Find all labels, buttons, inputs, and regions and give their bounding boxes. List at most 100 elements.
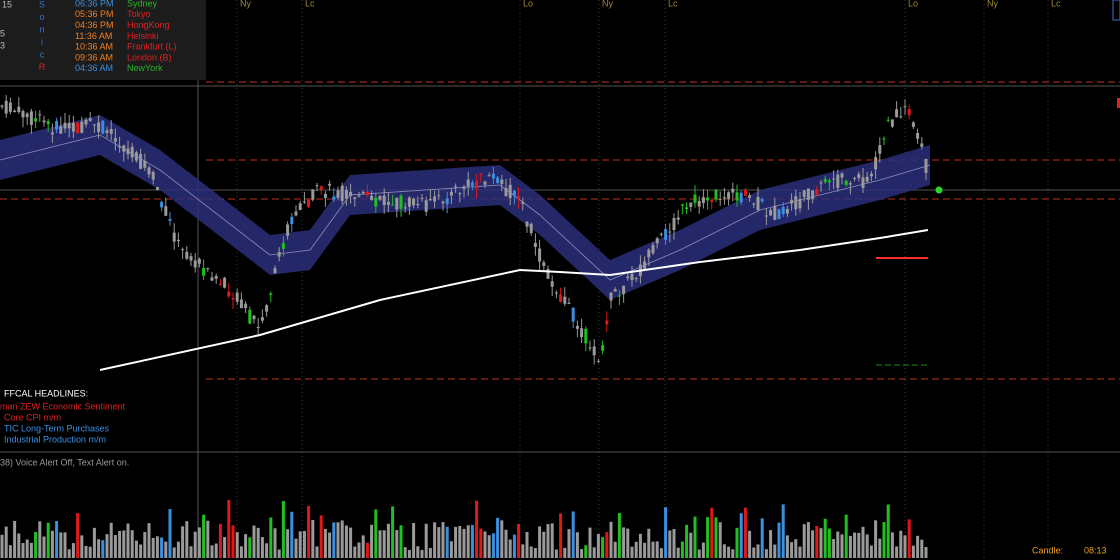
volume-bar (437, 527, 441, 558)
candle-body (756, 196, 760, 211)
candle-body (554, 292, 558, 294)
candle-body (92, 124, 96, 126)
candle-body (848, 183, 852, 185)
volume-bar (302, 530, 306, 558)
candle-body (559, 294, 563, 302)
volume-bar (13, 520, 17, 558)
candle-body (244, 303, 248, 309)
candle-body (827, 180, 831, 183)
volume-bar (21, 543, 25, 558)
candle-body (651, 244, 655, 254)
candle-body (386, 202, 390, 205)
clock-time: 09:36 AM (75, 52, 113, 62)
candle-body (449, 191, 453, 196)
volume-bar (722, 544, 726, 558)
volume-bar (260, 537, 264, 558)
volume-bar (916, 535, 920, 558)
candle-body (50, 132, 54, 135)
volume-bar (340, 520, 344, 558)
window-button[interactable] (1112, 0, 1120, 21)
volume-bar (613, 541, 617, 558)
candle-body (105, 130, 109, 133)
candle-body (227, 291, 231, 297)
candle-body (17, 106, 21, 112)
volume-bar (479, 528, 483, 558)
volume-bar (445, 526, 449, 558)
candle-body (202, 268, 206, 276)
candle-body (626, 276, 630, 279)
volume-bar (365, 542, 369, 558)
volume-bar (71, 543, 75, 558)
volume-bar (823, 518, 827, 558)
candle-body (248, 309, 252, 324)
clock-city: London (B) (127, 52, 172, 62)
candle-body (302, 201, 306, 203)
headline: Core CPI m/m (4, 412, 61, 422)
candle-body (307, 199, 311, 207)
volume-bar (449, 541, 453, 558)
volume-bar (105, 534, 109, 558)
candle-body (4, 100, 8, 114)
candle-body (185, 251, 189, 259)
volume-bar (592, 547, 596, 558)
clock-time: 04:36 AM (75, 63, 113, 73)
candle-body (403, 207, 407, 209)
candle-body (752, 203, 756, 205)
volume-bar (76, 513, 80, 558)
candle-body (13, 110, 17, 113)
candle-body (773, 206, 777, 220)
volume-bar (50, 530, 54, 558)
candle-body (21, 111, 25, 118)
candle-body (256, 326, 260, 328)
side-text: 3 (0, 40, 5, 50)
candle-body (878, 145, 882, 154)
candle-body (134, 152, 138, 161)
volume-bar (500, 520, 504, 558)
candle-body (542, 262, 546, 266)
candle-body (8, 102, 12, 112)
volume-bar (428, 547, 432, 558)
candle-body (428, 199, 432, 201)
candle-body (496, 177, 500, 184)
volume-bar (63, 532, 67, 558)
candle-body (546, 269, 550, 279)
candle-body (160, 201, 164, 208)
candle-body (273, 268, 277, 274)
candle-body (298, 203, 302, 211)
volume-bar (151, 537, 155, 558)
volume-bar (441, 522, 445, 558)
candle-body (25, 113, 29, 118)
candle-body (235, 292, 239, 302)
volume-bar (811, 530, 815, 558)
volume-bar (357, 542, 361, 558)
volume-bar (197, 527, 201, 558)
status: 38) Voice Alert Off, Text Alert on. (0, 457, 129, 467)
volume-bar (483, 531, 487, 558)
candle-body (344, 189, 348, 199)
volume-bar (790, 542, 794, 558)
volume-bar (227, 499, 231, 558)
candle-body (697, 200, 701, 207)
volume-bar (659, 548, 663, 558)
volume-bar (865, 534, 869, 558)
candle-body (0, 105, 4, 107)
clock-time: 05:36 PM (75, 9, 114, 19)
candle-body (529, 223, 533, 234)
volume-bar (655, 541, 659, 558)
candle-body (63, 122, 67, 129)
candle-body (84, 119, 88, 125)
candle-body (416, 204, 420, 206)
volume-bar (563, 547, 567, 558)
candle-body (151, 171, 155, 180)
candle-body (391, 204, 395, 206)
candle-body (139, 153, 143, 169)
candle-body (790, 199, 794, 204)
volume-bar (617, 513, 621, 558)
candle-body (231, 298, 235, 300)
candle-body (748, 195, 752, 198)
volume-bar (55, 521, 59, 558)
candle-body (374, 197, 378, 207)
volume-bar (475, 500, 479, 558)
candles (0, 94, 928, 365)
